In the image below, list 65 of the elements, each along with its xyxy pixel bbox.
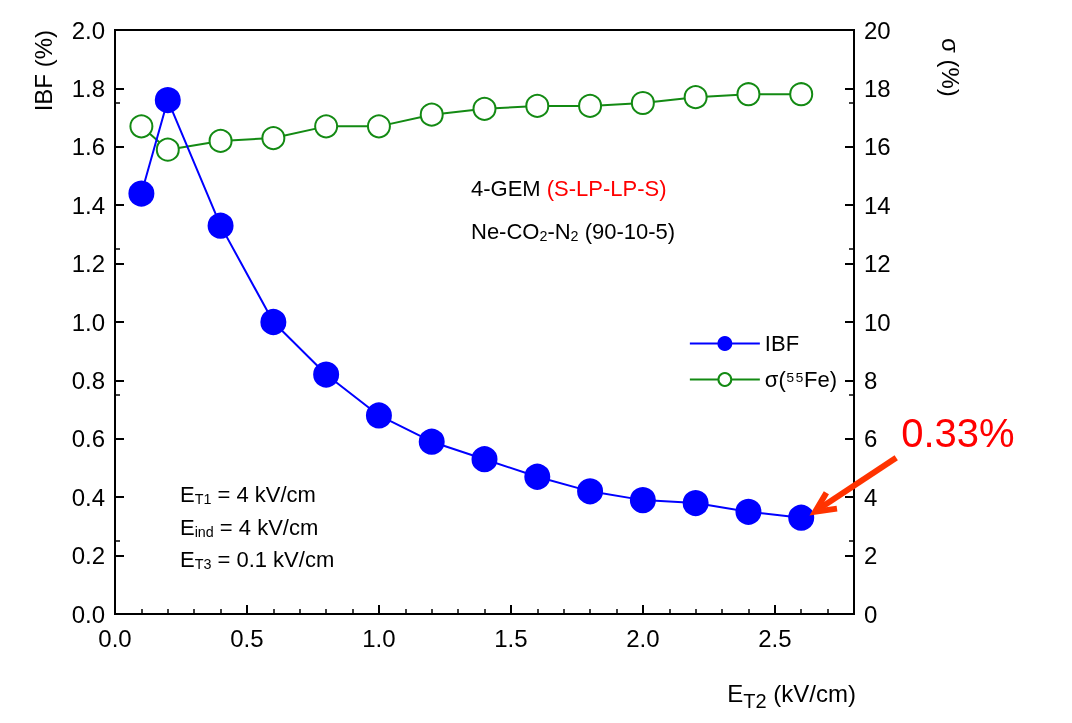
point xyxy=(789,82,814,107)
y2-tick-label: 10 xyxy=(864,308,891,336)
point xyxy=(577,478,604,505)
y2-axis-title: σ (%) xyxy=(936,38,964,97)
point xyxy=(129,114,154,139)
point xyxy=(683,85,708,110)
y-tick-label: 1.2 xyxy=(71,250,105,278)
annotation: 0.33% xyxy=(901,410,1015,455)
point xyxy=(418,428,445,455)
point xyxy=(128,180,155,207)
legend-label: IBF xyxy=(764,331,800,356)
point xyxy=(260,309,287,335)
x-tick-label: 1.5 xyxy=(494,624,528,652)
y-tick-label: 1.6 xyxy=(71,133,105,161)
x-tick-label: 0.5 xyxy=(230,624,264,652)
point xyxy=(788,504,815,531)
y2-tick-label: 4 xyxy=(864,483,878,511)
y-tick-label: 0.2 xyxy=(71,542,105,570)
y2-tick-label: 18 xyxy=(864,74,891,102)
annotation: ET1 = 4 kV/cm xyxy=(180,482,316,508)
point xyxy=(313,361,340,388)
y-tick-label: 2.0 xyxy=(71,16,105,44)
legend-label: σ(⁵⁵Fe) xyxy=(764,367,838,392)
x-tick-label: 1.0 xyxy=(362,624,396,652)
annotation: Eind = 4 kV/cm xyxy=(180,515,319,541)
point xyxy=(314,114,339,139)
point xyxy=(366,114,391,139)
point xyxy=(365,402,392,429)
y2-tick-label: 16 xyxy=(864,133,891,161)
point xyxy=(735,498,762,525)
y-tick-label: 1.0 xyxy=(71,308,105,336)
y2-tick-label: 20 xyxy=(864,16,891,44)
y-tick-label: 1.8 xyxy=(71,74,105,102)
point xyxy=(155,137,180,162)
point xyxy=(419,102,444,127)
y2-tick-label: 6 xyxy=(864,425,878,453)
point xyxy=(524,463,551,490)
point xyxy=(472,96,497,121)
point xyxy=(261,126,286,151)
point xyxy=(207,212,234,239)
x-tick-label: 2.5 xyxy=(758,624,792,652)
point xyxy=(630,91,655,115)
y-tick-label: 0.4 xyxy=(71,483,105,511)
y-tick-label: 0.6 xyxy=(71,425,105,453)
point xyxy=(208,128,233,153)
annotation: 4-GEM (S-LP-LP-S) xyxy=(471,176,667,202)
point xyxy=(471,446,498,473)
y2-tick-label: 0 xyxy=(864,600,878,628)
annotation: ET3 = 0.1 kV/cm xyxy=(180,547,335,573)
point xyxy=(525,93,550,118)
y-tick-label: 0.8 xyxy=(71,366,105,394)
y2-tick-label: 8 xyxy=(864,366,878,394)
point xyxy=(154,87,181,114)
annotation: Ne-CO2-N2 (90-10-5) xyxy=(471,219,676,245)
y2-tick-label: 14 xyxy=(864,191,891,219)
point xyxy=(578,93,603,118)
point xyxy=(682,490,709,517)
x-tick-label: 2.0 xyxy=(626,624,660,652)
point xyxy=(736,82,761,107)
y2-tick-label: 2 xyxy=(864,542,878,570)
point xyxy=(629,487,656,514)
x-axis-title: E$_{T2}$ (kV/cm) xyxy=(727,680,856,713)
y-tick-label: 1.4 xyxy=(71,191,105,219)
y-axis-title: IBF (%) xyxy=(29,30,57,112)
y2-tick-label: 12 xyxy=(864,250,891,278)
